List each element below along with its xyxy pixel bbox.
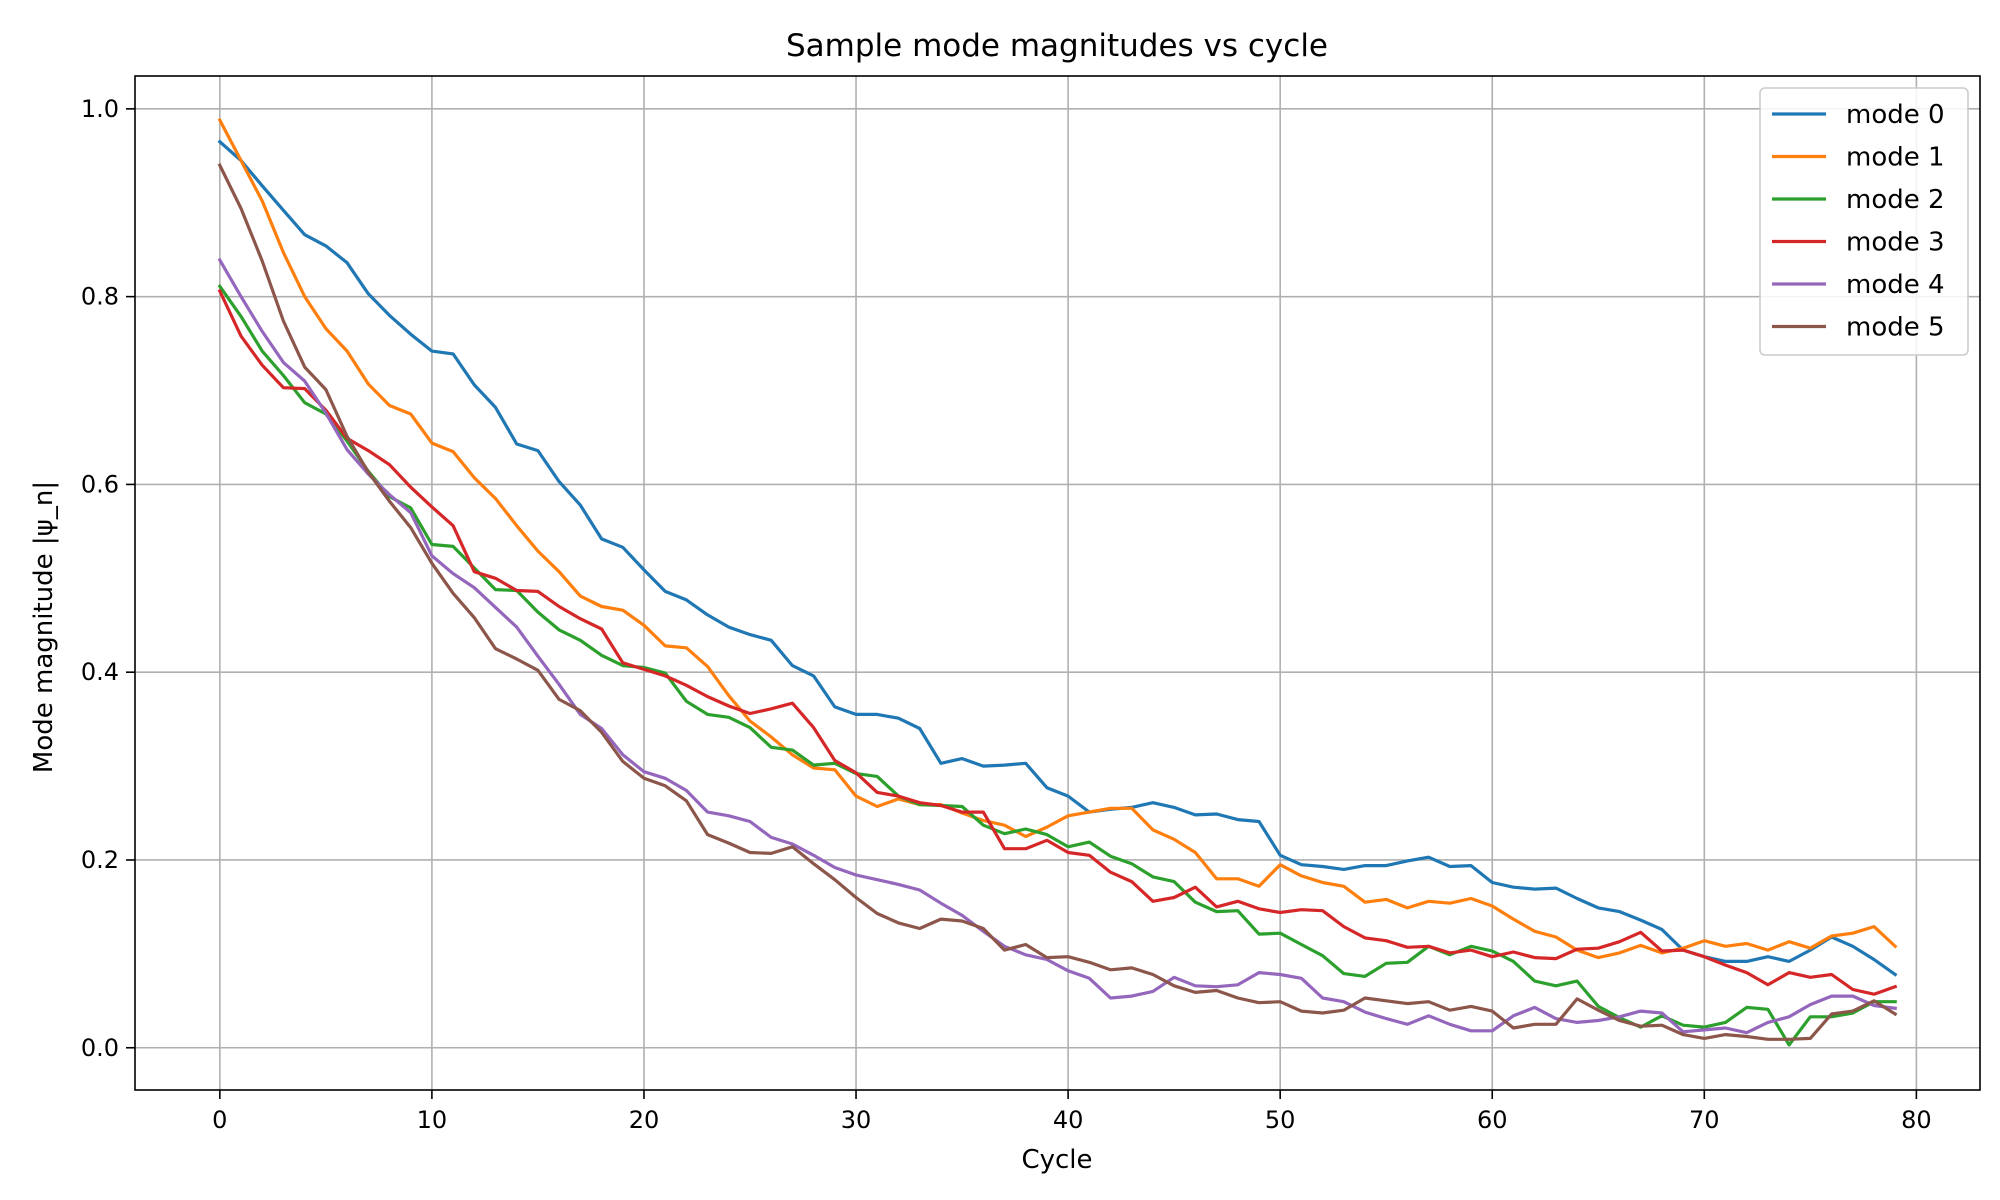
- x-tick-label: 60: [1477, 1106, 1508, 1134]
- chart-title: Sample mode magnitudes vs cycle: [786, 28, 1328, 64]
- x-tick-label: 30: [841, 1106, 872, 1134]
- x-tick-label: 0: [212, 1106, 227, 1134]
- x-tick-label: 10: [417, 1106, 448, 1134]
- y-tick-label: 0.8: [81, 283, 119, 311]
- series-line-mode-2: [217, 284, 1897, 1047]
- series-line-mode-1: [217, 117, 1898, 960]
- legend-label: mode 1: [1846, 143, 1945, 173]
- x-tick-label: 40: [1053, 1106, 1084, 1134]
- y-axis-ticks: 0.0 0.2 0.4 0.6 0.8 1.0: [81, 95, 135, 1062]
- x-axis-ticks: 0 10 20 30 40 50 60 70 80: [212, 1090, 1932, 1134]
- series-line-mode-0: [217, 139, 1898, 977]
- x-tick-label: 80: [1901, 1106, 1932, 1134]
- series-line-mode-4: [217, 257, 1897, 1035]
- x-tick-label: 20: [629, 1106, 660, 1134]
- legend-label: mode 4: [1846, 270, 1945, 300]
- series-lines: [217, 117, 1898, 1047]
- y-tick-label: 0.2: [81, 846, 119, 874]
- x-tick-label: 50: [1265, 1106, 1296, 1134]
- x-tick-label: 70: [1689, 1106, 1720, 1134]
- y-tick-label: 0.6: [81, 470, 119, 498]
- legend-label: mode 5: [1846, 313, 1945, 343]
- series-line-mode-3: [217, 288, 1898, 996]
- legend-label: mode 3: [1846, 228, 1945, 258]
- y-tick-label: 0.4: [81, 658, 119, 686]
- x-axis-title: Cycle: [1021, 1145, 1092, 1175]
- grid-lines: [135, 76, 1980, 1090]
- legend-label: mode 2: [1846, 185, 1945, 215]
- series-line-mode-5: [217, 163, 1898, 1041]
- y-axis-title: Mode magnitude |ψ_n|: [29, 481, 59, 773]
- plot-area-frame: [134, 75, 1981, 1091]
- legend-box: [1759, 87, 1969, 356]
- y-tick-label: 0.0: [81, 1034, 119, 1062]
- y-tick-label: 1.0: [81, 95, 119, 123]
- legend: mode 0 mode 1 mode 2 mode 3 mode 4 mode 5: [1759, 87, 1969, 356]
- legend-label: mode 0: [1846, 100, 1945, 130]
